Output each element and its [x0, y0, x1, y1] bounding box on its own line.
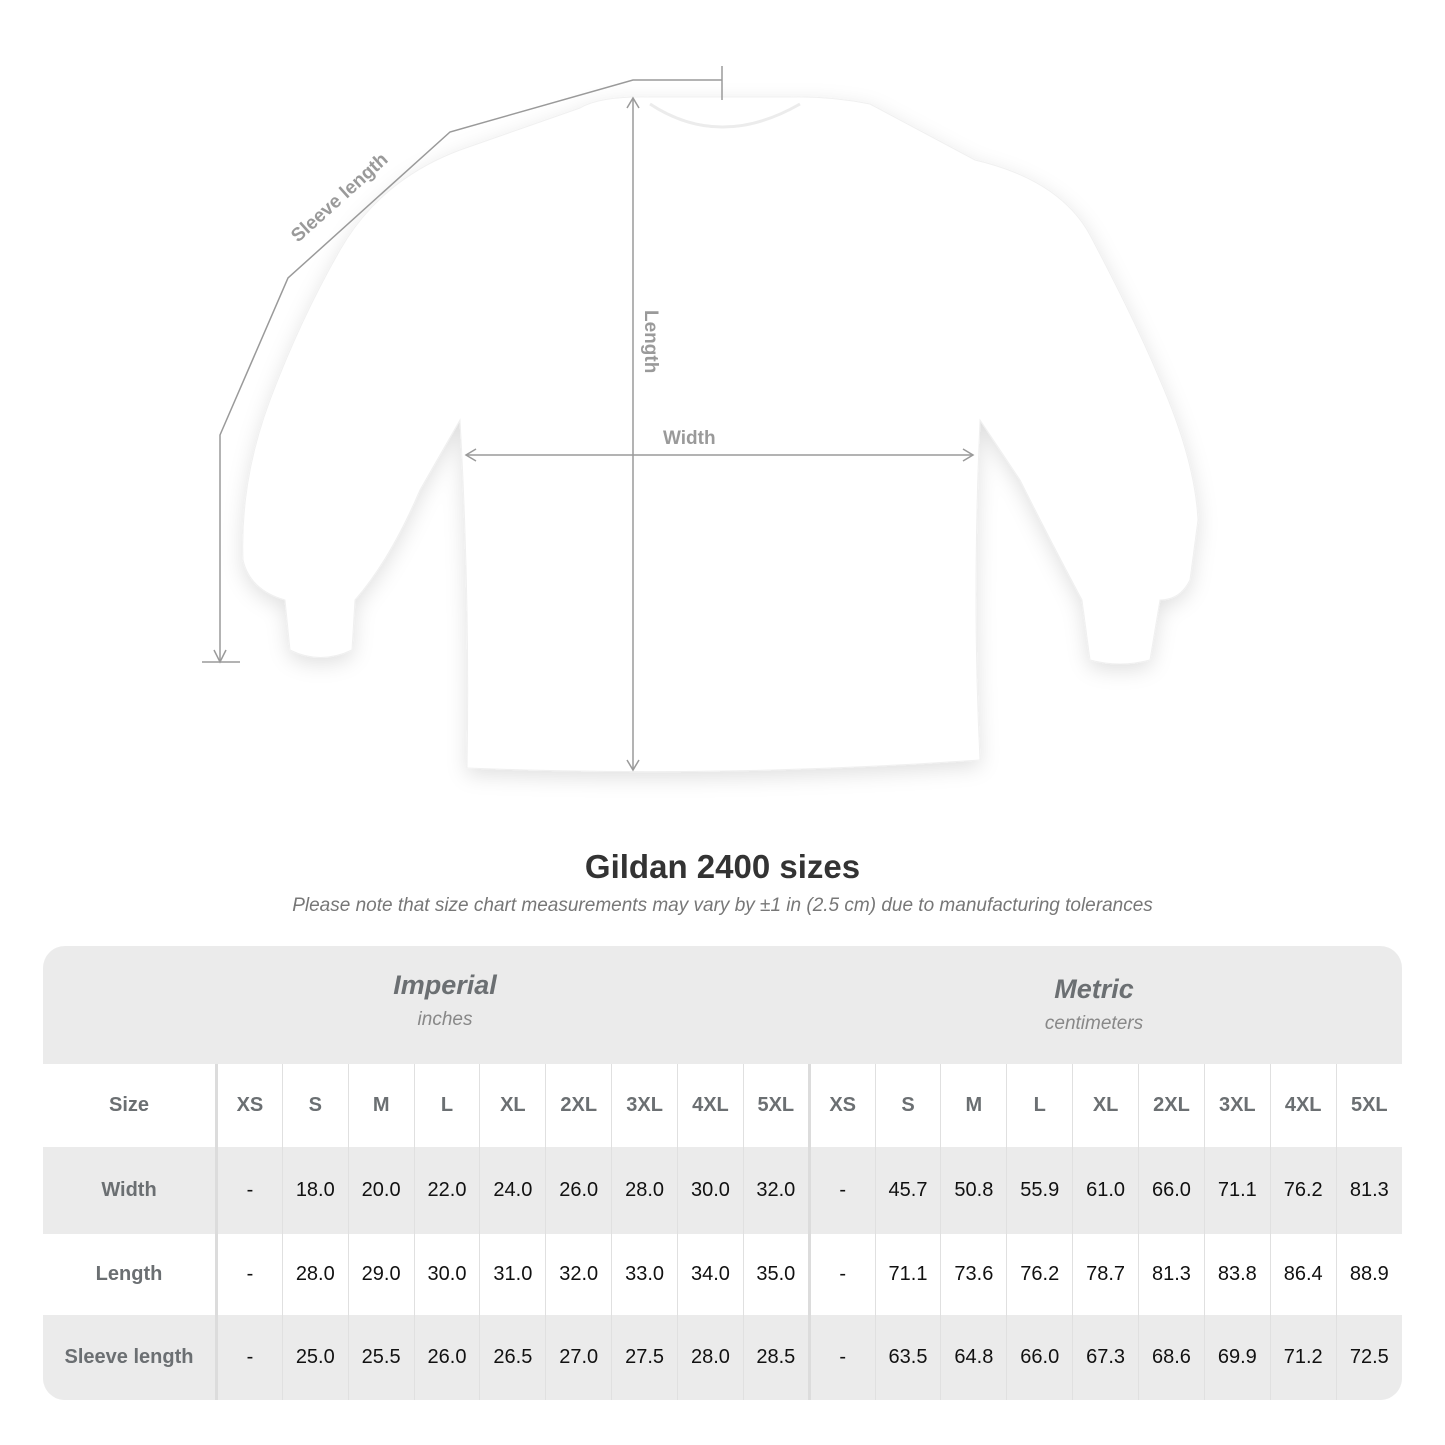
- row-label: Length: [43, 1234, 218, 1315]
- metric-value-cell: 71.1: [874, 1234, 941, 1315]
- imperial-title: Imperial: [393, 970, 497, 1000]
- row-label: Width: [43, 1147, 218, 1234]
- metric-size-header: 4XL: [1269, 1064, 1337, 1147]
- imperial-value-cell: -: [216, 1315, 283, 1400]
- imperial-value-cell: -: [216, 1147, 283, 1234]
- metric-value-cell: 71.2: [1269, 1315, 1337, 1400]
- imperial-value-cell: 35.0: [742, 1234, 810, 1315]
- imperial-size-header: 5XL: [742, 1064, 810, 1147]
- chart-title: Gildan 2400 sizes: [584, 848, 861, 885]
- metric-value-cell: -: [807, 1234, 876, 1315]
- metric-value-cell: 73.6: [940, 1234, 1007, 1315]
- length-label: Length: [640, 310, 661, 373]
- imperial-value-cell: 32.0: [742, 1147, 810, 1234]
- imperial-value-cell: 31.0: [479, 1234, 546, 1315]
- row-label: Sleeve length: [43, 1315, 218, 1400]
- metric-title: Metric: [1054, 974, 1134, 1004]
- imperial-value-cell: 28.0: [677, 1315, 744, 1400]
- imperial-value-cell: 32.0: [545, 1234, 612, 1315]
- table-row: Sleeve length -25.0 25.5 26.0 26.5 27.0 27.5 28…: [43, 1315, 1402, 1400]
- metric-size-header: 3XL: [1203, 1064, 1271, 1147]
- shirt-diagram: Sleeve length Length Width: [202, 66, 1199, 773]
- imperial-size-header: 4XL: [677, 1064, 744, 1147]
- imperial-size-header: XS: [216, 1064, 283, 1147]
- imperial-value-cell: 28.5: [742, 1315, 810, 1400]
- metric-value-cell: 67.3: [1072, 1315, 1139, 1400]
- metric-size-header: 2XL: [1138, 1064, 1205, 1147]
- metric-value-cell: 88.9: [1335, 1234, 1402, 1315]
- metric-size-header: S: [874, 1064, 941, 1147]
- size-grid: Size XS S M L XL 2XL 3XL 4XL 5XL XS S M L XL 2XL 3XL 4XL 5…: [43, 1064, 1402, 1400]
- imperial-size-header: 2XL: [545, 1064, 612, 1147]
- metric-value-cell: -: [807, 1147, 876, 1234]
- imperial-size-header: XL: [479, 1064, 546, 1147]
- tolerance-note: Please note that size chart measurements…: [292, 895, 1153, 916]
- imperial-value-cell: 34.0: [677, 1234, 744, 1315]
- imperial-size-header: M: [347, 1064, 415, 1147]
- size-header-row: Size XS S M L XL 2XL 3XL 4XL 5XL XS S M L XL 2XL 3XL 4XL 5…: [43, 1064, 1402, 1147]
- metric-value-cell: 45.7: [874, 1147, 941, 1234]
- metric-unit: centimeters: [1044, 1013, 1144, 1034]
- metric-value-cell: 81.3: [1335, 1147, 1402, 1234]
- metric-value-cell: 72.5: [1335, 1315, 1402, 1400]
- metric-value-cell: 50.8: [940, 1147, 1007, 1234]
- imperial-value-cell: 33.0: [611, 1234, 678, 1315]
- width-label: Width: [663, 428, 716, 449]
- imperial-size-header: S: [281, 1064, 349, 1147]
- metric-size-header: 5XL: [1335, 1064, 1402, 1147]
- metric-value-cell: 78.7: [1072, 1234, 1139, 1315]
- imperial-value-cell: 26.5: [479, 1315, 546, 1400]
- imperial-value-cell: 25.5: [347, 1315, 415, 1400]
- metric-value-cell: 64.8: [940, 1315, 1007, 1400]
- imperial-value-cell: 28.0: [611, 1147, 678, 1234]
- metric-size-header: XS: [807, 1064, 876, 1147]
- table-row: Width -18.0 20.0 22.0 24.0 26.0 28.0 30.0 32.0-4…: [43, 1147, 1402, 1234]
- imperial-value-cell: -: [216, 1234, 283, 1315]
- metric-value-cell: 71.1: [1203, 1147, 1271, 1234]
- imperial-value-cell: 20.0: [347, 1147, 415, 1234]
- sleeve-length-line: [219, 79, 722, 662]
- metric-value-cell: 55.9: [1006, 1147, 1073, 1234]
- imperial-value-cell: 26.0: [413, 1315, 480, 1400]
- metric-value-cell: 83.8: [1203, 1234, 1271, 1315]
- size-label: Size: [43, 1064, 218, 1147]
- imperial-value-cell: 29.0: [347, 1234, 415, 1315]
- imperial-header: Imperial inches: [215, 946, 675, 1064]
- imperial-value-cell: 28.0: [281, 1234, 349, 1315]
- neckline: [649, 102, 801, 129]
- metric-value-cell: 61.0: [1072, 1147, 1139, 1234]
- shirt-shape: [242, 96, 1199, 773]
- table-row: Length -28.0 29.0 30.0 31.0 32.0 33.0 34.0 35.0-…: [43, 1234, 1402, 1315]
- metric-value-cell: 66.0: [1006, 1315, 1073, 1400]
- imperial-value-cell: 27.5: [611, 1315, 678, 1400]
- imperial-value-cell: 22.0: [413, 1147, 480, 1234]
- imperial-value-cell: 30.0: [413, 1234, 480, 1315]
- metric-value-cell: 68.6: [1138, 1315, 1205, 1400]
- imperial-value-cell: 25.0: [281, 1315, 349, 1400]
- imperial-value-cell: 24.0: [479, 1147, 546, 1234]
- metric-size-header: L: [1006, 1064, 1073, 1147]
- imperial-value-cell: 26.0: [545, 1147, 612, 1234]
- metric-value-cell: 63.5: [874, 1315, 941, 1400]
- metric-value-cell: 81.3: [1138, 1234, 1205, 1315]
- metric-value-cell: 86.4: [1269, 1234, 1337, 1315]
- metric-value-cell: 69.9: [1203, 1315, 1271, 1400]
- metric-size-header: M: [940, 1064, 1007, 1147]
- imperial-value-cell: 27.0: [545, 1315, 612, 1400]
- metric-value-cell: 66.0: [1138, 1147, 1205, 1234]
- metric-header: Metric centimeters: [810, 950, 1378, 1068]
- imperial-value-cell: 30.0: [677, 1147, 744, 1234]
- metric-value-cell: -: [807, 1315, 876, 1400]
- metric-value-cell: 76.2: [1269, 1147, 1337, 1234]
- metric-value-cell: 76.2: [1006, 1234, 1073, 1315]
- imperial-value-cell: 18.0: [281, 1147, 349, 1234]
- size-table: Imperial inches Metric centimeters Size X…: [43, 946, 1402, 1400]
- metric-size-header: XL: [1072, 1064, 1139, 1147]
- imperial-size-header: L: [413, 1064, 480, 1147]
- imperial-unit: inches: [417, 1009, 473, 1030]
- imperial-size-header: 3XL: [611, 1064, 678, 1147]
